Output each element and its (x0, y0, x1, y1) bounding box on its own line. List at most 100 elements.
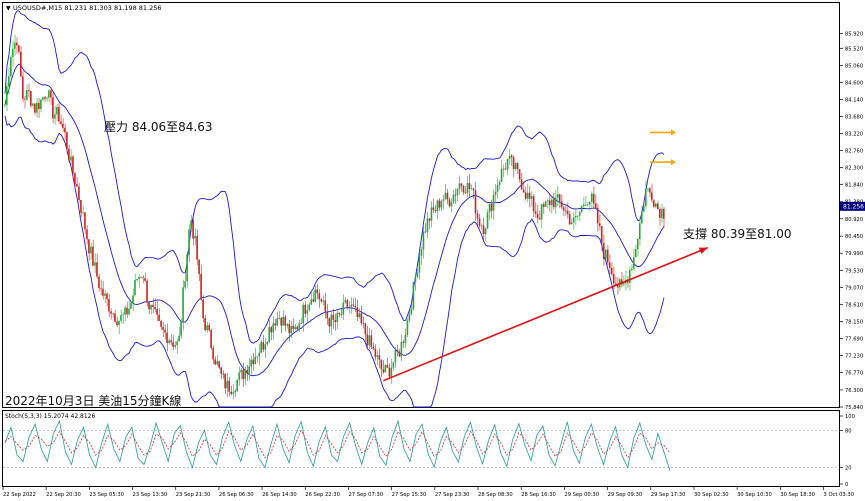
candle-body (334, 319, 337, 323)
bear-candle (252, 352, 254, 371)
bear-candle (284, 314, 287, 332)
candle-body (570, 222, 573, 225)
candle-body (152, 304, 154, 308)
candle-body (56, 107, 58, 115)
candle-body (536, 213, 539, 219)
candle-body (476, 213, 479, 219)
bear-candle (478, 214, 481, 229)
bear-candle (448, 197, 451, 208)
bull-candle (584, 196, 587, 207)
bull-candle (330, 312, 333, 336)
bull-candle (48, 89, 50, 102)
candle-body (424, 231, 427, 233)
y-tick-label: 84.600 (845, 80, 863, 86)
candle-body (242, 369, 244, 379)
bull-candle (502, 164, 505, 178)
candle-body (514, 163, 517, 170)
candle-body (276, 318, 279, 326)
bull-candle (278, 311, 281, 320)
bull-candle (588, 201, 591, 211)
candle-body (98, 276, 100, 288)
bear-candle (524, 186, 527, 201)
bull-candle (104, 290, 106, 304)
bear-candle (620, 271, 623, 288)
candle-body (190, 220, 192, 230)
bull-candle (134, 274, 136, 296)
candle-body (302, 304, 305, 324)
candle-body (488, 204, 491, 213)
bull-candle (488, 201, 491, 221)
y-tick-label: 76.300 (845, 388, 863, 394)
y-tick-label: 85.060 (845, 63, 863, 69)
y-tick-label: 77.230 (845, 353, 863, 359)
bull-candle (458, 175, 461, 195)
stoch-tick-label: 0 (845, 482, 848, 488)
candle-body (18, 45, 20, 52)
bull-candle (604, 248, 607, 262)
candle-body (168, 340, 170, 343)
candle-body (256, 356, 258, 358)
candle-body (194, 235, 196, 239)
bull-candle (94, 253, 96, 274)
candle-body (546, 200, 549, 202)
bear-candle (66, 131, 68, 154)
candle-body (138, 276, 140, 280)
bull-candle (240, 367, 242, 380)
bull-candle (258, 343, 260, 366)
bear-candle (154, 298, 156, 312)
bull-candle (420, 246, 423, 266)
candle-body (266, 341, 268, 345)
bear-candle (352, 298, 355, 307)
bull-candle (492, 189, 495, 220)
y-tick-label: 79.990 (845, 251, 863, 257)
bear-candle (398, 349, 401, 357)
candle-body (390, 367, 393, 377)
bear-candle (608, 254, 611, 275)
bear-candle (662, 207, 665, 228)
chart-menu-arrow[interactable]: ▼ (6, 5, 11, 12)
bull-candle (182, 279, 184, 331)
y-tick-label: 85.520 (845, 46, 863, 52)
bear-candle (270, 326, 273, 341)
candle-body (52, 97, 54, 119)
x-tick-label: 27 Sep 07:30 (348, 492, 383, 498)
candle-body (596, 207, 599, 224)
bull-candle (412, 281, 415, 312)
candle-body (438, 200, 441, 208)
bear-candle (304, 301, 307, 318)
candle-body (246, 370, 248, 374)
x-tick-label: 22 Sep 20:30 (46, 492, 81, 498)
candle-body (58, 107, 60, 122)
candle-body (170, 340, 172, 343)
candle-body (492, 194, 495, 211)
candle-body (150, 304, 152, 310)
bear-candle (204, 314, 206, 332)
bear-candle (156, 300, 158, 321)
candle-body (534, 211, 537, 214)
candle-body (348, 306, 351, 308)
x-tick-label: 28 Sep 16:30 (521, 492, 556, 498)
bull-candle (124, 305, 126, 322)
bull-candle (174, 341, 176, 350)
candle-body (286, 324, 289, 326)
candle-body (48, 90, 50, 98)
bear-candle (600, 225, 603, 251)
candle-body (376, 355, 379, 357)
candle-body (582, 204, 585, 206)
bull-candle (178, 326, 180, 342)
bull-candle (176, 338, 178, 354)
bear-candle (74, 172, 76, 189)
bear-candle (160, 319, 162, 330)
bear-candle (532, 193, 535, 217)
candle-body (528, 192, 531, 199)
candle-body (614, 283, 617, 285)
candle-body (314, 289, 317, 302)
candle-body (340, 314, 343, 315)
bear-candle (196, 229, 198, 266)
candle-body (494, 191, 497, 195)
bear-candle (164, 324, 166, 340)
bull-candle (250, 355, 252, 375)
candle-body (196, 235, 198, 260)
bear-candle (558, 193, 561, 209)
